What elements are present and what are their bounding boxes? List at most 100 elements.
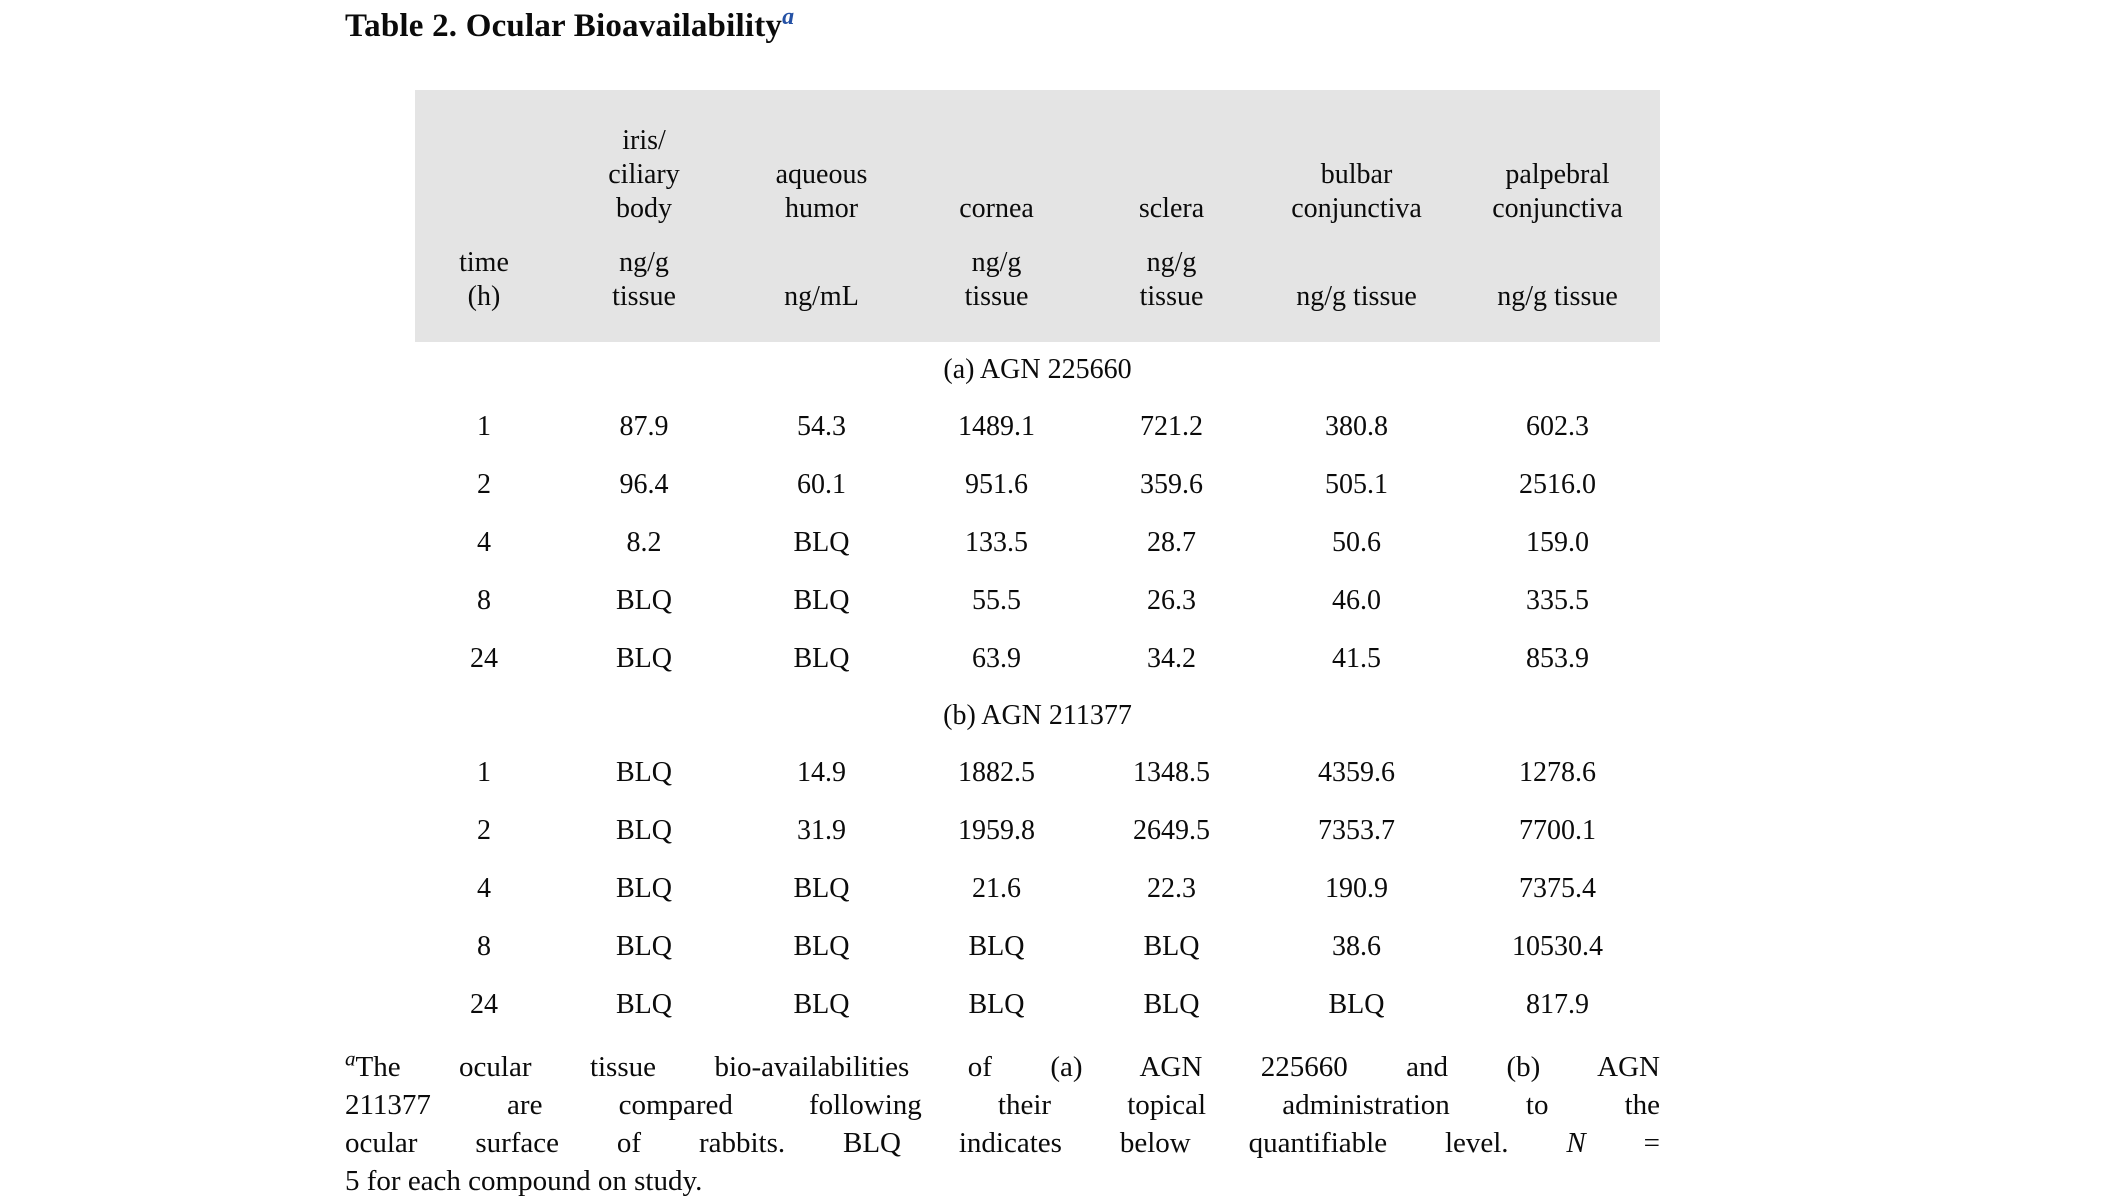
value-cell-cornea: 63.9 [972, 643, 1021, 674]
value-cell-aqueous-humor: 31.9 [797, 815, 846, 846]
footnote-marker: a [345, 1046, 356, 1071]
footnote: aThe ocular tissue bio-availabilities of… [345, 1048, 1660, 1200]
value-cell-sclera: 721.2 [1140, 411, 1203, 442]
value-cell-iris-ciliary-body: BLQ [616, 585, 672, 616]
value-cell-iris-ciliary-body: BLQ [616, 989, 672, 1020]
value-cell-bulbar-conjunctiva: 50.6 [1332, 527, 1381, 558]
section-header-row: (a) AGN 225660 [415, 342, 1660, 398]
unit-sclera: ng/g tissue [1085, 226, 1258, 342]
value-cell-iris-ciliary-body: 87.9 [619, 411, 669, 442]
header-sclera: sclera [1085, 90, 1258, 226]
value-cell-aqueous-humor: 54.3 [797, 411, 846, 442]
table-title: Table 2. Ocular Bioavailabilitya [345, 4, 1660, 46]
value-cell-aqueous-humor: BLQ [793, 873, 850, 904]
value-cell-sclera: 2649.5 [1133, 815, 1210, 846]
value-cell-cornea: 951.6 [965, 469, 1028, 500]
header-palpebral-conjunctiva: palpebral conjunctiva [1455, 90, 1660, 226]
value-cell-palpebral-conjunctiva: 10530.4 [1512, 931, 1603, 962]
value-cell-bulbar-conjunctiva: 380.8 [1325, 411, 1388, 442]
ocular-bioavailability-table: iris/ ciliary body aqueous humor cornea … [415, 90, 1660, 1034]
value-cell-aqueous-humor: BLQ [793, 931, 850, 962]
time-cell: 2 [477, 469, 491, 500]
value-cell-cornea: BLQ [968, 931, 1025, 962]
data-row: 8 BLQ BLQ 55.5 26.3 46.0 335.5 [415, 572, 1660, 630]
value-cell-sclera: 34.2 [1147, 643, 1196, 674]
value-cell-cornea: 1489.1 [958, 411, 1035, 442]
value-cell-iris-ciliary-body: 96.4 [619, 469, 669, 500]
time-cell: 4 [477, 527, 491, 558]
value-cell-bulbar-conjunctiva: 38.6 [1332, 931, 1381, 962]
table-body: (a) AGN 225660 1 87.9 54.3 1489.1 721.2 380.8 6… [415, 342, 1660, 1034]
value-cell-sclera: 359.6 [1140, 469, 1203, 500]
value-cell-iris-ciliary-body: BLQ [616, 873, 672, 904]
value-cell-bulbar-conjunctiva: 7353.7 [1318, 815, 1395, 846]
time-cell: 2 [477, 815, 491, 846]
value-cell-bulbar-conjunctiva: 4359.6 [1318, 757, 1395, 788]
table-header: iris/ ciliary body aqueous humor cornea … [415, 90, 1660, 342]
value-cell-aqueous-humor: BLQ [793, 989, 850, 1020]
time-cell: 1 [477, 757, 491, 788]
time-cell: 24 [470, 989, 498, 1020]
time-cell: 4 [477, 873, 491, 904]
tissue-name-header-row: iris/ ciliary body aqueous humor cornea … [415, 90, 1660, 226]
footnote-text: The ocular tissue bio-availabilities of … [355, 1051, 1661, 1083]
value-cell-sclera: 1348.5 [1133, 757, 1210, 788]
data-row: 24 BLQ BLQ BLQ BLQ BLQ 817.9 [415, 976, 1660, 1034]
footnote-n-italic: N [1566, 1127, 1586, 1159]
unit-cornea: ng/g tissue [908, 226, 1085, 342]
value-cell-aqueous-humor: BLQ [793, 585, 850, 616]
value-cell-palpebral-conjunctiva: 7700.1 [1519, 815, 1596, 846]
value-cell-sclera: BLQ [1143, 989, 1200, 1020]
section-label: (a) AGN 225660 [943, 354, 1132, 385]
header-cornea: cornea [908, 90, 1085, 226]
value-cell-palpebral-conjunctiva: 853.9 [1526, 643, 1589, 674]
unit-time-h: time (h) [415, 226, 553, 342]
value-cell-bulbar-conjunctiva: BLQ [1328, 989, 1385, 1020]
time-cell: 8 [477, 585, 491, 616]
value-cell-palpebral-conjunctiva: 817.9 [1526, 989, 1589, 1020]
value-cell-sclera: 28.7 [1147, 527, 1196, 558]
data-row: 2 96.4 60.1 951.6 359.6 505.1 2516.0 [415, 456, 1660, 514]
value-cell-aqueous-humor: BLQ [793, 527, 850, 558]
units-header-row: time (h) ng/g tissue ng/mL ng/g tissue n… [415, 226, 1660, 342]
value-cell-cornea: 55.5 [972, 585, 1021, 616]
value-cell-bulbar-conjunctiva: 190.9 [1325, 873, 1388, 904]
unit-iris-ciliary-body: ng/g tissue [553, 226, 735, 342]
value-cell-sclera: BLQ [1143, 931, 1200, 962]
value-cell-cornea: 133.5 [965, 527, 1028, 558]
footnote-line-3: ocular surface of rabbits. BLQ indicates… [345, 1124, 1660, 1162]
value-cell-cornea: BLQ [968, 989, 1025, 1020]
value-cell-cornea: 1959.8 [958, 815, 1035, 846]
value-cell-aqueous-humor: 60.1 [797, 469, 846, 500]
value-cell-iris-ciliary-body: BLQ [616, 643, 672, 674]
table-title-footnote-marker: a [782, 4, 795, 30]
data-row: 1 BLQ 14.9 1882.5 1348.5 4359.6 1278.6 [415, 744, 1660, 802]
unit-bulbar-conjunctiva: ng/g tissue [1258, 226, 1455, 342]
value-cell-aqueous-humor: BLQ [793, 643, 850, 674]
value-cell-palpebral-conjunctiva: 2516.0 [1519, 469, 1596, 500]
section-label: (b) AGN 211377 [943, 700, 1132, 731]
footnote-line-2: 211377 are compared following their topi… [345, 1089, 1660, 1121]
value-cell-cornea: 21.6 [972, 873, 1021, 904]
value-cell-bulbar-conjunctiva: 41.5 [1332, 643, 1381, 674]
value-cell-palpebral-conjunctiva: 159.0 [1526, 527, 1589, 558]
footnote-line-4: 5 for each compound on study. [345, 1165, 703, 1197]
unit-palpebral-conjunctiva: ng/g tissue [1455, 226, 1660, 342]
value-cell-iris-ciliary-body: BLQ [616, 815, 672, 846]
value-cell-aqueous-humor: 14.9 [797, 757, 846, 788]
value-cell-palpebral-conjunctiva: 602.3 [1526, 411, 1589, 442]
footnote-text: = [1585, 1127, 1660, 1159]
value-cell-palpebral-conjunctiva: 7375.4 [1519, 873, 1596, 904]
value-cell-bulbar-conjunctiva: 46.0 [1332, 585, 1381, 616]
section-header-row: (b) AGN 211377 [415, 688, 1660, 744]
data-row: 4 BLQ BLQ 21.6 22.3 190.9 7375.4 [415, 860, 1660, 918]
header-time-spacer [415, 90, 553, 226]
value-cell-iris-ciliary-body: BLQ [616, 757, 672, 788]
table-title-text: Table 2. Ocular Bioavailability [345, 8, 783, 44]
value-cell-sclera: 22.3 [1147, 873, 1196, 904]
value-cell-sclera: 26.3 [1147, 585, 1196, 616]
data-row: 4 8.2 BLQ 133.5 28.7 50.6 159.0 [415, 514, 1660, 572]
value-cell-palpebral-conjunctiva: 1278.6 [1519, 757, 1596, 788]
table-block: Table 2. Ocular Bioavailabilitya iris/ c… [345, 4, 1660, 1200]
